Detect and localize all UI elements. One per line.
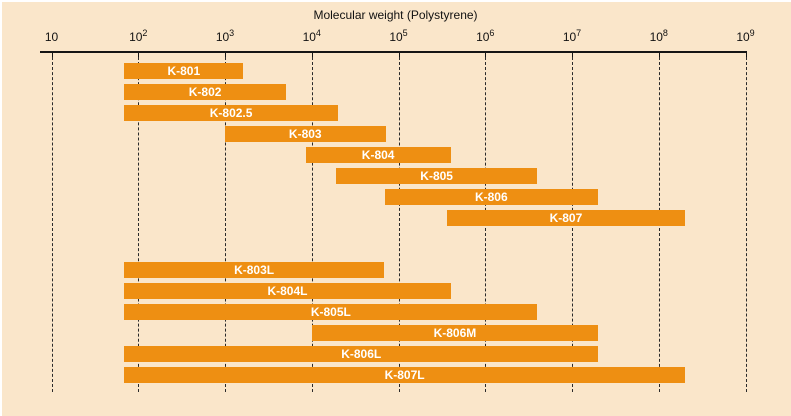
bar-label: K-801 <box>167 64 201 78</box>
x-axis-tick-exponent: 6 <box>489 28 495 38</box>
chart-title: Molecular weight (Polystyrene) <box>313 8 478 22</box>
bar-label: K-805L <box>310 305 351 319</box>
x-axis-tick <box>745 53 747 58</box>
x-axis-tick-label: 103 <box>215 28 235 45</box>
mw-range-bar: K-802 <box>124 84 286 100</box>
x-axis-tick-label: 102 <box>129 28 148 45</box>
x-axis-tick <box>225 53 226 58</box>
mw-range-bar: K-806 <box>384 189 598 205</box>
x-axis-tick-exponent: 8 <box>662 28 668 38</box>
bar-label: K-807 <box>549 211 583 225</box>
x-axis-tick-label: 106 <box>476 28 495 45</box>
mw-range-bar: K-807L <box>124 367 685 383</box>
x-axis-tick <box>311 53 313 58</box>
x-axis-tick-label: 107 <box>562 28 582 45</box>
mw-range-bar: K-806L <box>124 346 599 362</box>
x-axis-tick <box>398 53 400 58</box>
x-axis-tick <box>572 53 573 58</box>
mw-range-bar: K-805 <box>336 168 538 184</box>
gridline <box>138 57 140 392</box>
bar-label: K-803 <box>288 127 322 141</box>
x-axis-tick-exponent: 5 <box>402 28 408 38</box>
gridline <box>311 57 313 392</box>
mw-range-bar: K-802.5 <box>124 105 338 121</box>
mw-range-bar: K-804L <box>124 283 451 299</box>
bar-label: K-802 <box>188 85 222 99</box>
gridline <box>745 57 747 392</box>
x-axis-tick-label: 105 <box>389 28 408 45</box>
gridline <box>398 57 400 392</box>
x-axis-tick <box>51 53 53 58</box>
bar-label: K-803L <box>234 263 275 277</box>
mw-range-bar: K-803L <box>124 262 384 278</box>
mw-range-bar: K-803 <box>225 126 386 142</box>
x-axis-tick-exponent: 9 <box>749 28 755 38</box>
bar-label: K-807L <box>384 368 425 382</box>
x-axis-tick <box>485 53 487 58</box>
bar-label: K-805 <box>420 169 453 183</box>
x-axis-line <box>40 51 747 53</box>
bar-label: K-804L <box>267 284 308 298</box>
x-axis-tick-label: 10 <box>44 30 59 44</box>
x-axis-tick <box>138 53 140 58</box>
x-axis-tick-label: 108 <box>649 28 668 45</box>
mw-range-bar: K-806M <box>311 325 599 341</box>
x-axis-tick-exponent: 4 <box>315 28 321 38</box>
mw-range-bar: K-804 <box>305 147 451 163</box>
x-axis-tick-exponent: 7 <box>576 28 582 38</box>
x-axis-tick-label: 109 <box>736 28 755 45</box>
bar-label: K-806L <box>341 347 382 361</box>
gridline <box>51 57 53 392</box>
x-axis-tick-label: 104 <box>302 28 321 45</box>
bar-label: K-806 <box>474 190 508 204</box>
x-axis-tick <box>658 53 660 58</box>
mw-range-bar: K-801 <box>124 63 244 79</box>
gridline <box>225 57 226 392</box>
bar-label: K-804 <box>361 148 395 162</box>
x-axis-tick-exponent: 2 <box>142 28 148 38</box>
x-axis-tick-exponent: 3 <box>229 28 235 38</box>
bar-label: K-806M <box>433 326 477 340</box>
mw-range-bar: K-805L <box>124 304 538 320</box>
bar-label: K-802.5 <box>209 106 253 120</box>
mw-range-bar: K-807 <box>447 210 685 226</box>
